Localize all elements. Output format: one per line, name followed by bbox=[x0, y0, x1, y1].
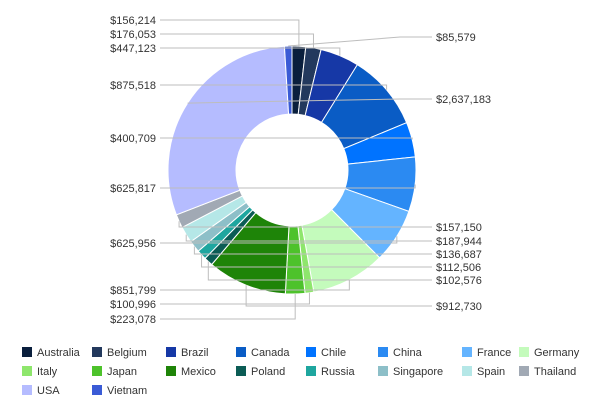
legend-label-italy: Italy bbox=[37, 366, 58, 378]
leader-line-russia bbox=[201, 254, 432, 268]
leader-line-germany bbox=[160, 279, 350, 291]
leader-line-japan bbox=[160, 293, 296, 320]
legend-item-germany[interactable]: Germany bbox=[519, 347, 580, 359]
data-label-singapore: $136,687 bbox=[436, 249, 482, 261]
legend-item-belgium[interactable]: Belgium bbox=[92, 347, 147, 359]
legend-label-singapore: Singapore bbox=[393, 366, 443, 378]
legend-label-usa: USA bbox=[37, 385, 60, 397]
legend-swatch-singapore bbox=[378, 366, 388, 376]
data-label-canada: $875,518 bbox=[110, 80, 156, 92]
data-label-chile: $400,709 bbox=[110, 133, 156, 145]
slice-usa[interactable] bbox=[167, 45, 290, 216]
legend-item-italy[interactable]: Italy bbox=[22, 366, 58, 378]
legend-swatch-canada bbox=[236, 347, 246, 357]
legend-swatch-australia bbox=[22, 347, 32, 357]
data-label-belgium: $176,053 bbox=[110, 29, 156, 41]
legend-swatch-usa bbox=[22, 385, 32, 395]
leader-line-mexico bbox=[245, 285, 432, 307]
data-label-poland: $102,576 bbox=[436, 275, 482, 287]
data-label-usa: $2,637,183 bbox=[436, 94, 491, 106]
data-label-china: $625,817 bbox=[110, 183, 156, 195]
legend-label-germany: Germany bbox=[534, 347, 580, 359]
legend-item-singapore[interactable]: Singapore bbox=[378, 366, 443, 378]
data-label-france: $625,956 bbox=[110, 238, 156, 250]
leader-line-spain bbox=[185, 234, 432, 242]
legend-item-australia[interactable]: Australia bbox=[22, 347, 81, 359]
legend-label-mexico: Mexico bbox=[181, 366, 216, 378]
legend-label-russia: Russia bbox=[321, 366, 356, 378]
data-label-australia: $156,214 bbox=[110, 15, 156, 27]
data-label-brazil: $447,123 bbox=[110, 43, 156, 55]
legend-item-brazil[interactable]: Brazil bbox=[166, 347, 209, 359]
data-label-group: $156,214 $176,053 $447,123 $875,518 $400,709… bbox=[110, 15, 491, 326]
leader-line-poland bbox=[207, 261, 432, 281]
legend-label-thailand: Thailand bbox=[534, 366, 576, 378]
legend-label-china: China bbox=[393, 347, 423, 359]
legend-label-france: France bbox=[477, 347, 511, 359]
data-label-japan: $223,078 bbox=[110, 314, 156, 326]
legend-swatch-poland bbox=[236, 366, 246, 376]
legend-swatch-japan bbox=[92, 366, 102, 376]
legend-item-vietnam[interactable]: Vietnam bbox=[92, 385, 147, 397]
legend-label-vietnam: Vietnam bbox=[107, 385, 147, 397]
data-label-thailand: $157,150 bbox=[436, 222, 482, 234]
legend-label-belgium: Belgium bbox=[107, 347, 147, 359]
data-label-russia: $112,506 bbox=[436, 262, 481, 274]
slice-vietnam[interactable] bbox=[283, 45, 293, 115]
legend-swatch-germany bbox=[519, 347, 529, 357]
leader-line-australia bbox=[160, 19, 300, 47]
legend-swatch-thailand bbox=[519, 366, 529, 376]
legend-swatch-belgium bbox=[92, 347, 102, 357]
data-label-vietnam: $85,579 bbox=[436, 32, 476, 44]
legend-label-poland: Poland bbox=[251, 366, 285, 378]
leader-line-usa bbox=[187, 98, 432, 104]
legend-item-chile[interactable]: Chile bbox=[306, 347, 346, 359]
leader-line-thailand bbox=[178, 221, 432, 228]
legend-swatch-brazil bbox=[166, 347, 176, 357]
legend-swatch-russia bbox=[306, 366, 316, 376]
legend: Australia Belgium Brazil Canada Chile China Fr… bbox=[22, 347, 580, 397]
legend-swatch-china bbox=[378, 347, 388, 357]
legend-label-japan: Japan bbox=[107, 366, 137, 378]
legend-swatch-chile bbox=[306, 347, 316, 357]
data-label-spain: $187,944 bbox=[436, 236, 482, 248]
legend-item-spain[interactable]: Spain bbox=[462, 366, 505, 378]
legend-item-usa[interactable]: USA bbox=[22, 385, 60, 397]
legend-swatch-france bbox=[462, 347, 472, 357]
data-label-mexico: $912,730 bbox=[436, 301, 482, 313]
legend-label-brazil: Brazil bbox=[181, 347, 209, 359]
slice-group bbox=[167, 45, 417, 295]
leader-line-france bbox=[160, 236, 398, 244]
leader-line-group bbox=[160, 19, 432, 320]
leader-line-chile bbox=[160, 137, 413, 140]
legend-item-mexico[interactable]: Mexico bbox=[166, 366, 216, 378]
legend-item-china[interactable]: China bbox=[378, 347, 423, 359]
legend-swatch-vietnam bbox=[92, 385, 102, 395]
legend-swatch-italy bbox=[22, 366, 32, 376]
legend-item-russia[interactable]: Russia bbox=[306, 366, 356, 378]
legend-label-canada: Canada bbox=[251, 347, 290, 359]
leader-line-belgium bbox=[160, 33, 314, 48]
legend-item-canada[interactable]: Canada bbox=[236, 347, 290, 359]
legend-label-australia: Australia bbox=[37, 347, 81, 359]
leader-line-china bbox=[160, 184, 416, 189]
legend-swatch-mexico bbox=[166, 366, 176, 376]
leader-line-singapore bbox=[193, 246, 432, 255]
legend-item-france[interactable]: France bbox=[462, 347, 511, 359]
data-label-italy: $100,996 bbox=[110, 299, 156, 311]
leader-line-vietnam bbox=[288, 36, 432, 47]
legend-label-chile: Chile bbox=[321, 347, 346, 359]
legend-swatch-spain bbox=[462, 366, 472, 376]
legend-item-japan[interactable]: Japan bbox=[92, 366, 137, 378]
leader-line-canada bbox=[160, 84, 388, 90]
data-label-germany: $851,799 bbox=[110, 285, 156, 297]
legend-label-spain: Spain bbox=[477, 366, 505, 378]
leader-line-brazil bbox=[160, 47, 341, 56]
legend-item-thailand[interactable]: Thailand bbox=[519, 366, 576, 378]
legend-item-poland[interactable]: Poland bbox=[236, 366, 285, 378]
leader-line-italy bbox=[160, 292, 310, 305]
